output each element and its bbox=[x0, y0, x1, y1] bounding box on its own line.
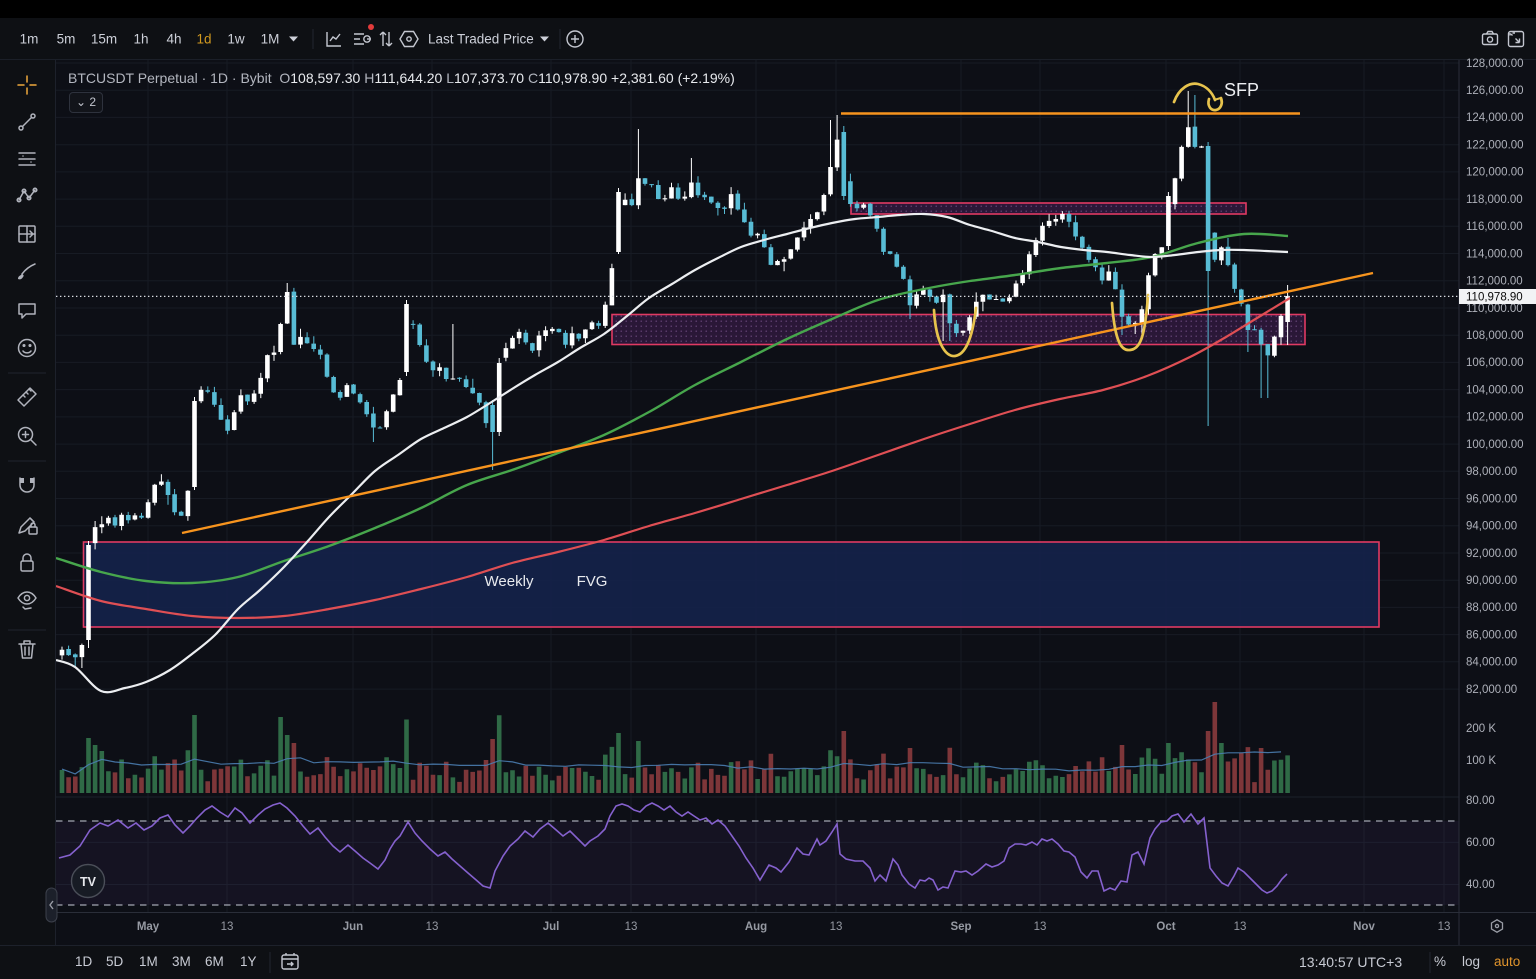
svg-text:1w: 1w bbox=[227, 32, 245, 47]
svg-text:128,000.00: 128,000.00 bbox=[1466, 58, 1524, 70]
svg-text:SFP: SFP bbox=[1224, 80, 1259, 100]
svg-text:114,000.00: 114,000.00 bbox=[1466, 248, 1523, 260]
svg-text:5m: 5m bbox=[57, 32, 76, 47]
svg-text:1M: 1M bbox=[261, 32, 280, 47]
svg-text:TV: TV bbox=[80, 875, 97, 889]
svg-text:13: 13 bbox=[1034, 921, 1047, 933]
svg-text:86,000.00: 86,000.00 bbox=[1466, 629, 1517, 641]
svg-text:80.00: 80.00 bbox=[1466, 795, 1495, 807]
svg-text:13: 13 bbox=[426, 921, 439, 933]
svg-text:May: May bbox=[137, 921, 160, 933]
svg-text:Weekly: Weekly bbox=[485, 573, 534, 590]
svg-text:90,000.00: 90,000.00 bbox=[1466, 575, 1517, 587]
svg-text:FVG: FVG bbox=[577, 573, 608, 590]
svg-text:1m: 1m bbox=[20, 32, 39, 47]
svg-text:94,000.00: 94,000.00 bbox=[1466, 521, 1517, 533]
svg-text:Jun: Jun bbox=[343, 921, 363, 933]
svg-text:Sep: Sep bbox=[950, 921, 971, 933]
svg-text:100 K: 100 K bbox=[1466, 755, 1496, 767]
svg-text:96,000.00: 96,000.00 bbox=[1466, 493, 1517, 505]
svg-text:98,000.00: 98,000.00 bbox=[1466, 466, 1517, 478]
svg-text:Jul: Jul bbox=[543, 921, 560, 933]
svg-text:1d: 1d bbox=[196, 32, 211, 47]
svg-text:102,000.00: 102,000.00 bbox=[1466, 412, 1524, 424]
svg-text:88,000.00: 88,000.00 bbox=[1466, 602, 1517, 614]
svg-text:106,000.00: 106,000.00 bbox=[1466, 357, 1524, 369]
svg-text:40.00: 40.00 bbox=[1466, 879, 1495, 891]
svg-text:13: 13 bbox=[1234, 921, 1247, 933]
svg-text:60.00: 60.00 bbox=[1466, 837, 1495, 849]
svg-text:108,000.00: 108,000.00 bbox=[1466, 330, 1524, 342]
svg-text:104,000.00: 104,000.00 bbox=[1466, 384, 1524, 396]
svg-text:118,000.00: 118,000.00 bbox=[1466, 194, 1523, 206]
svg-text:120,000.00: 120,000.00 bbox=[1466, 167, 1524, 179]
svg-text:Oct: Oct bbox=[1156, 921, 1175, 933]
svg-text:126,000.00: 126,000.00 bbox=[1466, 85, 1524, 97]
svg-text:Nov: Nov bbox=[1353, 921, 1375, 933]
svg-text:15m: 15m bbox=[91, 32, 117, 47]
svg-text:122,000.00: 122,000.00 bbox=[1466, 140, 1524, 152]
svg-text:84,000.00: 84,000.00 bbox=[1466, 657, 1517, 669]
svg-text:100,000.00: 100,000.00 bbox=[1466, 439, 1524, 451]
svg-text:124,000.00: 124,000.00 bbox=[1466, 112, 1524, 124]
svg-text:200 K: 200 K bbox=[1466, 723, 1496, 735]
svg-text:Last Traded Price: Last Traded Price bbox=[428, 32, 534, 47]
svg-text:82,000.00: 82,000.00 bbox=[1466, 684, 1517, 696]
svg-text:112,000.00: 112,000.00 bbox=[1466, 276, 1523, 288]
svg-text:Aug: Aug bbox=[745, 921, 767, 933]
svg-text:13: 13 bbox=[221, 921, 234, 933]
svg-text:13: 13 bbox=[1438, 921, 1451, 933]
svg-text:116,000.00: 116,000.00 bbox=[1466, 221, 1523, 233]
svg-text:1h: 1h bbox=[133, 32, 148, 47]
svg-text:13: 13 bbox=[830, 921, 843, 933]
svg-text:110,978.90: 110,978.90 bbox=[1466, 292, 1523, 304]
svg-text:110,000.00: 110,000.00 bbox=[1466, 303, 1523, 315]
svg-text:4h: 4h bbox=[166, 32, 181, 47]
svg-text:92,000.00: 92,000.00 bbox=[1466, 548, 1517, 560]
svg-text:13: 13 bbox=[625, 921, 638, 933]
